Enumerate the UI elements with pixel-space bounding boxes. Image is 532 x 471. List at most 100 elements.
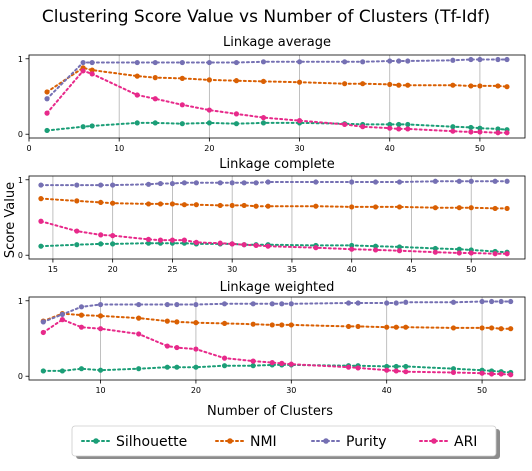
data-point <box>164 318 170 324</box>
data-point <box>349 204 355 210</box>
data-point <box>250 321 256 327</box>
x-axis-label: Number of Clusters <box>207 404 333 419</box>
data-point <box>38 243 44 249</box>
data-point <box>206 77 212 83</box>
data-point <box>432 249 438 255</box>
series-purity <box>38 178 510 188</box>
data-point <box>508 298 514 305</box>
data-point <box>468 250 474 256</box>
data-point <box>393 300 399 306</box>
data-point <box>97 326 104 332</box>
data-point <box>345 300 352 306</box>
data-point <box>260 115 267 121</box>
data-point <box>193 239 199 245</box>
series-line <box>46 58 508 100</box>
data-point <box>89 67 95 73</box>
legend-marker <box>431 438 437 444</box>
data-point <box>396 82 402 88</box>
data-point <box>495 83 501 89</box>
data-point <box>260 59 267 65</box>
data-point <box>157 237 164 243</box>
data-point <box>134 92 140 98</box>
data-point <box>396 244 403 250</box>
legend-entry-nmi: NMI <box>215 434 277 450</box>
data-point <box>145 236 152 242</box>
data-point <box>468 178 474 184</box>
legend-entry-silhouette: Silhouette <box>81 434 187 450</box>
data-point <box>403 299 409 305</box>
legend-marker <box>323 438 329 444</box>
data-point <box>193 202 199 208</box>
data-point <box>134 73 140 79</box>
data-point <box>97 313 104 319</box>
x-tick-label: 0 <box>26 144 31 153</box>
data-point <box>241 202 247 209</box>
y-tick-label: 0 <box>18 130 23 139</box>
data-point <box>384 363 390 370</box>
data-point <box>355 300 361 306</box>
data-point <box>229 180 235 186</box>
data-point <box>89 59 95 66</box>
data-point <box>492 178 498 184</box>
data-point <box>136 366 142 372</box>
data-point <box>179 59 185 66</box>
data-point <box>98 241 104 247</box>
subplot-title: Linkage weighted <box>220 280 335 295</box>
data-point <box>250 358 256 364</box>
data-point <box>479 325 485 331</box>
x-tick-label: 15 <box>48 265 58 274</box>
series-ari <box>44 68 510 136</box>
data-point <box>78 304 85 310</box>
data-point <box>152 75 158 81</box>
data-point <box>233 78 240 84</box>
legend-label: ARI <box>454 434 477 450</box>
data-point <box>393 368 399 374</box>
series-line <box>46 69 508 134</box>
data-point <box>221 301 228 307</box>
data-point <box>468 205 474 211</box>
subplot-2: Linkage complete 15 20 25 30 35 40 45 50 0 1 <box>18 157 526 274</box>
x-tick-label: 20 <box>191 386 201 395</box>
data-point <box>479 298 485 305</box>
data-point <box>74 228 80 234</box>
data-point <box>110 233 116 239</box>
data-point <box>456 205 462 211</box>
data-point <box>241 180 247 186</box>
data-point <box>179 121 185 127</box>
data-point <box>145 201 152 207</box>
data-point <box>342 81 348 87</box>
data-point <box>174 301 180 308</box>
data-point <box>279 322 285 328</box>
data-point <box>74 182 80 188</box>
data-point <box>97 301 104 308</box>
data-point <box>450 369 457 376</box>
data-point <box>489 298 495 305</box>
data-point <box>432 205 438 211</box>
data-point <box>241 242 247 248</box>
data-point <box>349 246 355 252</box>
data-point <box>89 123 95 129</box>
data-point <box>342 121 348 128</box>
data-point <box>504 205 510 212</box>
data-point <box>296 79 303 85</box>
data-point <box>179 75 185 81</box>
x-tick-label: 50 <box>477 386 487 395</box>
data-point <box>98 232 104 238</box>
plot-frame <box>28 54 526 139</box>
legend-entry-ari: ARI <box>419 434 477 450</box>
data-point <box>373 247 379 253</box>
y-tick-label: 1 <box>18 176 23 185</box>
data-point <box>342 59 348 65</box>
data-point <box>145 181 152 187</box>
data-point <box>253 180 259 186</box>
data-point <box>38 218 44 224</box>
data-point <box>169 237 176 243</box>
y-tick-label: 0 <box>18 372 23 381</box>
data-point <box>40 329 46 336</box>
series-line <box>42 300 512 323</box>
data-point <box>80 124 86 130</box>
data-point <box>403 369 409 375</box>
data-point <box>477 83 483 89</box>
